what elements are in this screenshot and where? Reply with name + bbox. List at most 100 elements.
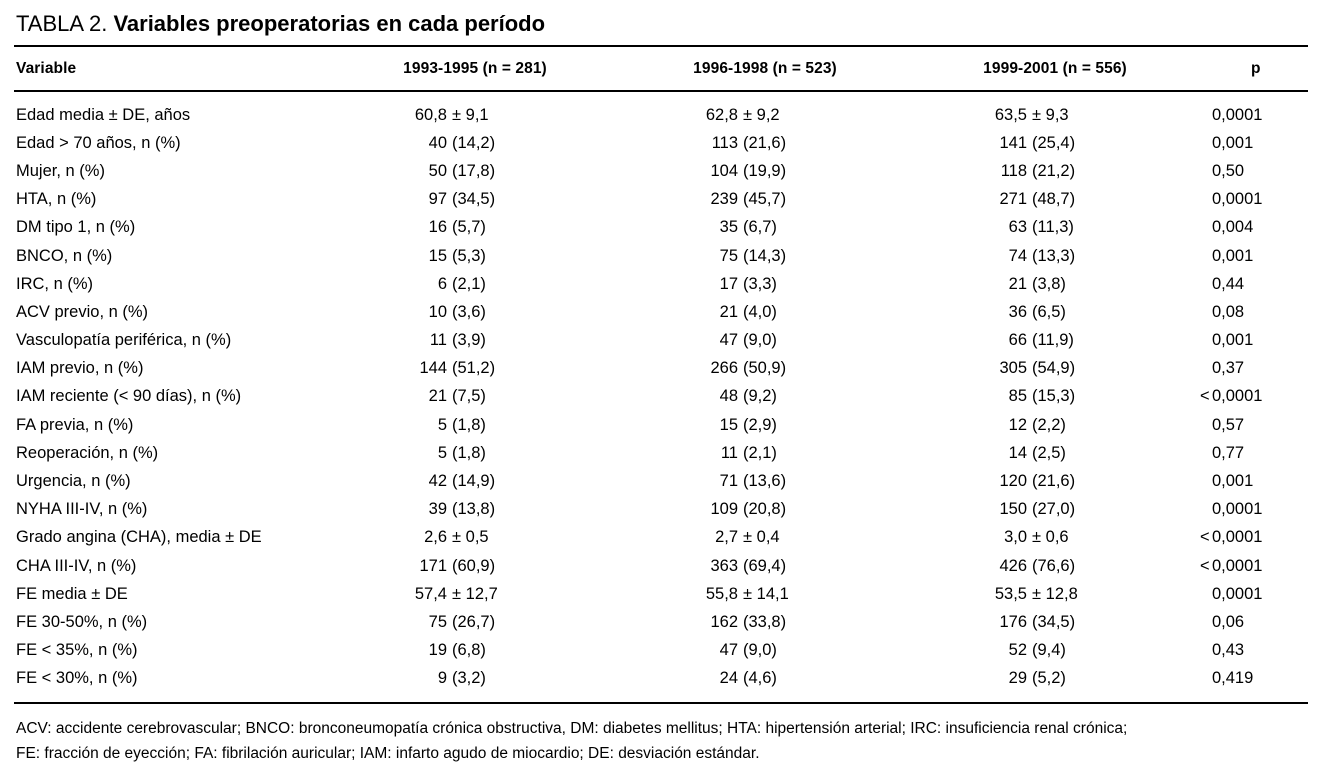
variable-cell: FE media ± DE <box>16 584 128 603</box>
value-cell: 120 (21,6) <box>910 472 1200 491</box>
value-number: 144 <box>419 359 447 378</box>
value-number: 85 <box>1008 387 1027 406</box>
p-less-than-sign <box>1200 472 1212 491</box>
table-row: Edad media ± DE, años 60,8 ± 9,1 62,8 ± 9,2 6… <box>0 101 1322 129</box>
table-row: Reoperación, n (%) 5 (1,8) 11 (2,1) 14 (2,5) 0,… <box>0 439 1322 467</box>
value-cell: 74 (13,3) <box>910 247 1200 266</box>
table-number-label: TABLA 2. <box>16 11 108 36</box>
p-less-than-sign <box>1200 500 1212 519</box>
variable-cell: Grado angina (CHA), media ± DE <box>16 528 262 547</box>
p-value-cell: 0,001 <box>1200 134 1322 153</box>
value-cell: 239 (45,7) <box>620 190 910 209</box>
value-parenthetical: (3,3) <box>743 274 777 293</box>
p-number: 0,37 <box>1212 359 1245 378</box>
value-cell: 16 (5,7) <box>330 218 620 237</box>
value-cell: 5 (1,8) <box>330 444 620 463</box>
value-cell: 109 (20,8) <box>620 500 910 519</box>
variable-cell: FE < 30%, n (%) <box>16 669 138 688</box>
value-number: 74 <box>1008 246 1027 265</box>
value-cell: 171 (60,9) <box>330 557 620 576</box>
value-parenthetical: (9,2) <box>743 387 777 406</box>
p-number: 0,001 <box>1212 133 1254 152</box>
value-cell: 21 (7,5) <box>330 387 620 406</box>
table-row: DM tipo 1, n (%) 16 (5,7) 35 (6,7) 63 (11,3) 0,… <box>0 214 1322 242</box>
value-parenthetical: (15,3) <box>1032 387 1076 406</box>
value-cell: 17 (3,3) <box>620 275 910 294</box>
value-number: 24 <box>719 669 738 688</box>
value-parenthetical: (45,7) <box>743 190 787 209</box>
value-cell: 60,8 ± 9,1 <box>330 106 620 125</box>
table-row: Urgencia, n (%) 42 (14,9) 71 (13,6) 120 (21,6)… <box>0 467 1322 495</box>
value-parenthetical: (26,7) <box>452 612 496 631</box>
value-number: 141 <box>999 133 1027 152</box>
value-parenthetical: (14,9) <box>452 472 496 491</box>
value-parenthetical: (21,6) <box>1032 472 1076 491</box>
variable-cell: CHA III-IV, n (%) <box>16 556 137 575</box>
variable-cell: HTA, n (%) <box>16 190 97 209</box>
value-number: 266 <box>710 359 738 378</box>
p-less-than-sign <box>1200 444 1212 463</box>
p-number: 0,50 <box>1212 161 1245 180</box>
p-less-than-sign <box>1200 641 1212 660</box>
value-cell: 63,5 ± 9,3 <box>910 106 1200 125</box>
value-cell: 62,8 ± 9,2 <box>620 106 910 125</box>
value-number: 118 <box>1000 161 1027 180</box>
p-value-cell: 0,44 <box>1200 275 1322 294</box>
value-number: 363 <box>710 556 738 575</box>
value-number: 75 <box>428 612 447 631</box>
value-number: 47 <box>719 641 738 660</box>
value-number: 3,0 <box>1004 528 1027 547</box>
value-number: 19 <box>428 641 447 660</box>
table-row: FA previa, n (%) 5 (1,8) 15 (2,9) 12 (2,2) 0,57 <box>0 411 1322 439</box>
value-parenthetical: (33,8) <box>743 612 787 631</box>
value-parenthetical: (17,8) <box>452 161 496 180</box>
p-value-cell: <0,0001 <box>1200 387 1322 406</box>
value-cell: 35 (6,7) <box>620 218 910 237</box>
value-parenthetical: (19,9) <box>743 161 787 180</box>
value-number: 5 <box>437 443 447 462</box>
value-cell: 63 (11,3) <box>910 218 1200 237</box>
value-number: 63 <box>1008 218 1027 237</box>
p-value-cell: 0,43 <box>1200 641 1322 660</box>
value-parenthetical: (4,0) <box>743 302 777 321</box>
p-less-than-sign <box>1200 162 1212 181</box>
p-value-cell: 0,0001 <box>1200 106 1322 125</box>
value-cell: 2,7 ± 0,4 <box>620 528 910 547</box>
table-row: FE < 30%, n (%) 9 (3,2) 24 (4,6) 29 (5,2) 0,419 <box>0 665 1322 693</box>
value-number: 5 <box>437 415 447 434</box>
value-cell: 36 (6,5) <box>910 303 1200 322</box>
value-number: 36 <box>1008 302 1027 321</box>
value-cell: 6 (2,1) <box>330 275 620 294</box>
value-number: 239 <box>710 190 738 209</box>
value-cell: 52 (9,4) <box>910 641 1200 660</box>
value-number: 426 <box>999 556 1027 575</box>
value-cell: 104 (19,9) <box>620 162 910 181</box>
p-number: 0,57 <box>1212 415 1245 434</box>
column-header-variable: Variable <box>16 59 77 77</box>
p-value-cell: 0,004 <box>1200 218 1322 237</box>
p-less-than-sign: < <box>1200 528 1210 547</box>
p-value-cell: 0,08 <box>1200 303 1322 322</box>
p-value-cell: <0,0001 <box>1200 528 1322 547</box>
value-number: 9 <box>437 669 447 688</box>
value-parenthetical: (69,4) <box>743 556 787 575</box>
value-parenthetical: (11,9) <box>1032 331 1074 350</box>
value-parenthetical: (27,0) <box>1032 500 1076 519</box>
value-parenthetical: (6,5) <box>1032 302 1066 321</box>
value-cell: 113 (21,6) <box>620 134 910 153</box>
variable-cell: Vasculopatía periférica, n (%) <box>16 331 232 350</box>
variable-cell: Edad media ± DE, años <box>16 105 191 124</box>
p-value-cell: 0,0001 <box>1200 190 1322 209</box>
p-less-than-sign <box>1200 190 1212 209</box>
value-parenthetical: ± 0,6 <box>1032 528 1069 547</box>
value-number: 12 <box>1008 415 1027 434</box>
variable-cell: NYHA III-IV, n (%) <box>16 500 148 519</box>
value-number: 50 <box>428 161 447 180</box>
column-header-period-2: 1996-1998 (n = 523) <box>693 59 837 77</box>
p-number: 0,0001 <box>1212 556 1263 575</box>
value-number: 62,8 <box>705 105 738 124</box>
value-parenthetical: (3,8) <box>1032 274 1066 293</box>
p-less-than-sign <box>1200 275 1212 294</box>
value-number: 57,4 <box>414 584 447 603</box>
